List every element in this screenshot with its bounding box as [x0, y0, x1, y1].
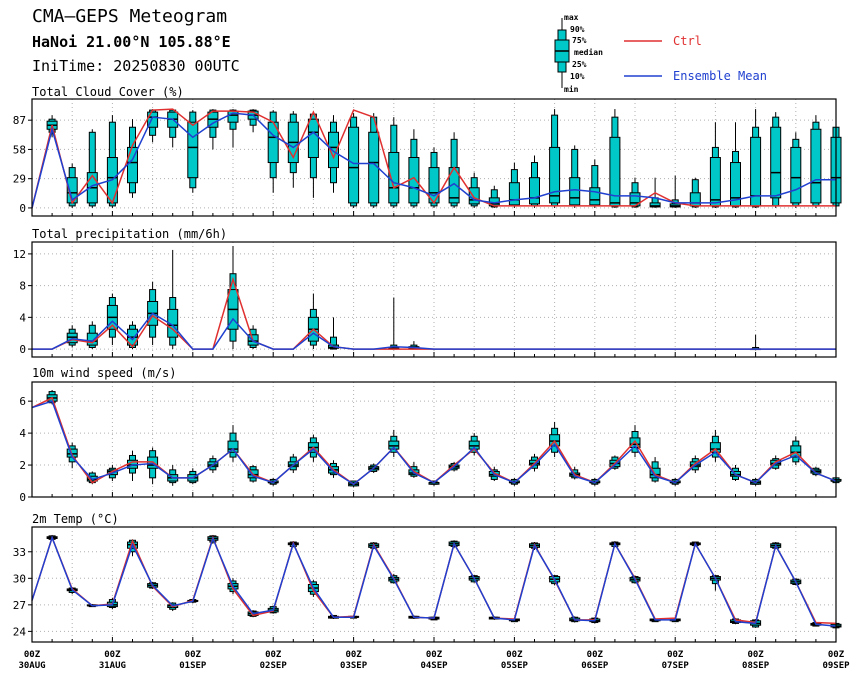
x-tick-label-time: 00Z: [667, 650, 684, 660]
box-inner: [307, 118, 319, 159]
legend-p75: 75%: [572, 36, 587, 45]
legend-mean-label: Ensemble Mean: [673, 69, 767, 83]
legend-min: min: [564, 84, 579, 94]
panel-0: 0 29 58 87: [13, 98, 842, 217]
x-tick-label-date: 04SEP: [420, 661, 448, 671]
y-tick-label: 24: [13, 625, 27, 638]
legend-p90: 90%: [570, 25, 585, 34]
y-tick-label: 30: [13, 572, 26, 585]
box-inner: [549, 146, 561, 204]
box-inner: [388, 440, 400, 450]
y-tick-label: 8: [19, 280, 26, 293]
x-tick-label-date: 01SEP: [179, 661, 207, 671]
y-tick-label: 0: [19, 202, 26, 215]
y-tick-label: 27: [13, 599, 26, 612]
box-inner: [508, 182, 520, 206]
x-tick-label-date: 07SEP: [662, 661, 690, 671]
y-tick-label: 33: [13, 546, 26, 559]
x-tick-label-date: 03SEP: [340, 661, 368, 671]
legend-p10: 10%: [570, 72, 585, 81]
x-tick-label-time: 00Z: [506, 650, 523, 660]
x-tick-label-time: 00Z: [265, 650, 282, 660]
box-inner: [709, 157, 721, 207]
x-tick-label-date: 30AUG: [18, 661, 45, 671]
y-tick-label: 58: [13, 143, 26, 156]
panel-frame: [31, 381, 837, 498]
legend-max: max: [564, 13, 579, 22]
box-inner: [187, 121, 199, 179]
x-tick-label-time: 00Z: [828, 650, 845, 660]
mean-line: [31, 400, 837, 486]
init-time-label: IniTime: 20250830 00UTC: [32, 57, 240, 75]
x-tick-label-date: 08SEP: [742, 661, 770, 671]
x-tick-label-date: 06SEP: [581, 661, 609, 671]
y-tick-label: 6: [19, 395, 26, 408]
y-tick-label: 29: [13, 173, 26, 186]
box-inner: [468, 187, 480, 205]
y-tick-label: 0: [19, 491, 26, 504]
x-tick-label-time: 00Z: [426, 650, 443, 660]
y-tick-label: 2: [19, 459, 26, 472]
x-tick-label-time: 00Z: [747, 650, 764, 660]
x-tick-label-date: 02SEP: [260, 661, 288, 671]
legend-p25: 25%: [572, 60, 587, 69]
x-tick-label-date: 05SEP: [501, 661, 529, 671]
x-tick-label-time: 00Z: [587, 650, 604, 660]
x-tick-label-time: 00Z: [24, 650, 41, 660]
panel-title-cloud-cover: Total Cloud Cover (%): [32, 85, 184, 99]
location-label: HaNoi 21.00°N 105.88°E: [32, 33, 231, 51]
y-tick-label: 0: [19, 343, 26, 356]
y-tick-label: 12: [13, 248, 26, 261]
panel-title-precipitation: Total precipitation (mm/6h): [32, 227, 228, 241]
panel-frame: [31, 241, 837, 358]
mean-line: [31, 535, 837, 627]
panel-title-wind-speed: 10m wind speed (m/s): [32, 366, 177, 380]
box-inner: [649, 467, 661, 479]
ctrl-line: [31, 108, 836, 209]
box-inner: [569, 177, 581, 206]
box-inner: [810, 128, 822, 204]
box-inner: [529, 177, 540, 205]
y-tick-label: 4: [19, 427, 26, 440]
box-inner: [629, 437, 641, 448]
x-tick-label-time: 00Z: [345, 650, 362, 660]
box-inner: [227, 440, 239, 453]
box-inner: [790, 146, 802, 204]
legend: max 90% 75% median 25% 10% min Ctrl Ense…: [554, 13, 767, 94]
legend-median-label: median: [574, 47, 603, 57]
box-inner: [649, 202, 661, 208]
panel-1: 0 4 8 12: [13, 241, 837, 358]
x-tick-label-date: 31AUG: [99, 661, 126, 671]
chart-title: CMA—GEPS Meteogram: [32, 6, 228, 27]
box-inner: [66, 332, 78, 344]
y-tick-label: 87: [13, 114, 26, 127]
panel-title-temperature: 2m Temp (°C): [32, 512, 119, 526]
legend-ctrl-label: Ctrl: [673, 34, 702, 48]
panel-3: 24 27 30 33: [13, 526, 842, 643]
box-inner: [589, 187, 601, 206]
x-tick-label-time: 00Z: [185, 650, 202, 660]
mean-line: [32, 312, 836, 350]
box-inner: [770, 126, 782, 199]
mean-line: [31, 112, 836, 209]
box-inner: [328, 131, 339, 169]
box-outer: [88, 131, 96, 207]
x-tick-label-time: 00Z: [104, 650, 121, 660]
y-tick-label: 4: [19, 311, 26, 324]
panel-frame: [31, 98, 837, 217]
box-inner: [167, 308, 179, 338]
box-inner: [689, 192, 701, 207]
x-tick-label-date: 09SEP: [822, 661, 850, 671]
panel-2: 0 2 4 6: [19, 381, 842, 504]
panel-frame: [31, 526, 837, 643]
box-inner: [348, 126, 360, 204]
